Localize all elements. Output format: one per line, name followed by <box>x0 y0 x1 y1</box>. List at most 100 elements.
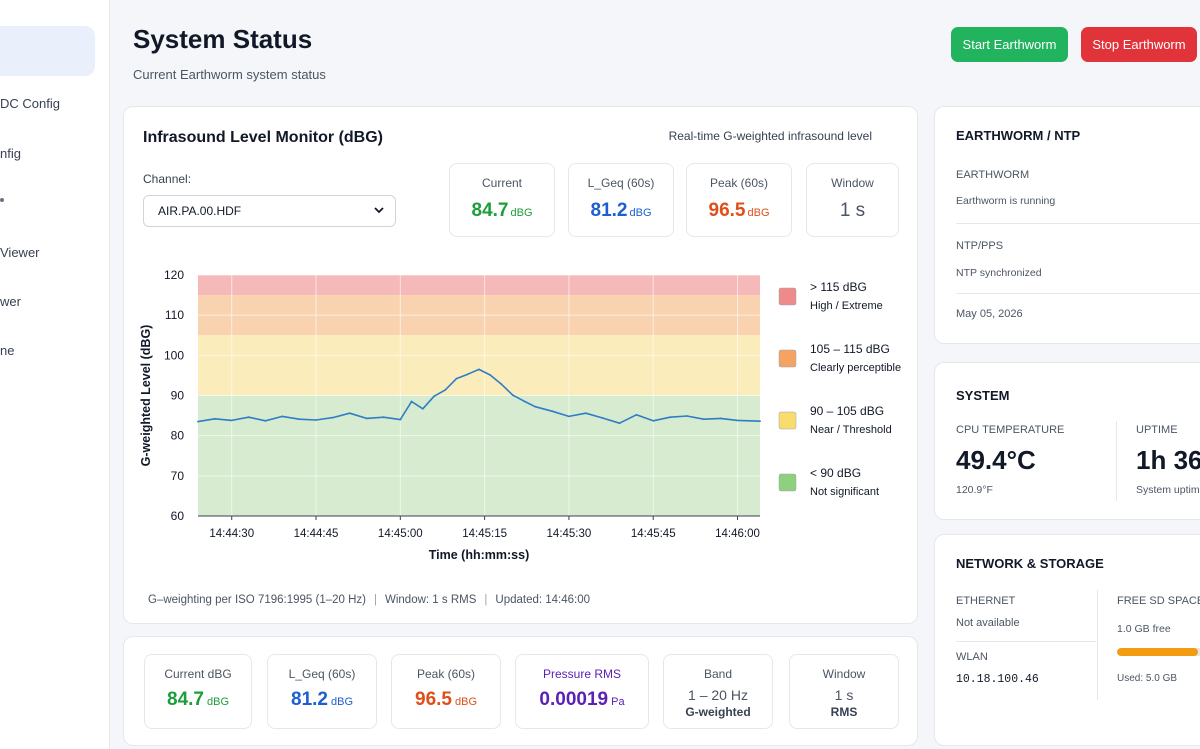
ntp-label: NTP/PPS <box>956 240 1004 252</box>
metric-label: Current dBG <box>164 667 232 681</box>
sidebar-item-label: ne <box>0 343 15 358</box>
metric-value: 81.2 dBG <box>291 689 353 710</box>
metric-value: 84.7 dBG <box>167 689 229 710</box>
sd-used: Used: 5.0 GB <box>1117 673 1178 684</box>
wlan-label: WLAN <box>956 651 988 663</box>
channel-select[interactable]: AIR.PA.00.HDF <box>143 195 396 227</box>
channel-select-value: AIR.PA.00.HDF <box>158 204 242 218</box>
legend-swatch <box>778 287 797 306</box>
system-card: SYSTEM CPU TEMPERATURE 49.4°C 120.9°F UP… <box>934 362 1200 520</box>
metric-label: Peak (60s) <box>416 667 476 681</box>
metric-current: Current dBG 84.7 dBG <box>144 654 252 729</box>
sidebar-item-label: nfig <box>0 146 21 161</box>
network-storage-card: NETWORK & STORAGE ETHERNET Not available… <box>934 534 1200 746</box>
sidebar-item-wer[interactable]: wer <box>0 294 21 309</box>
stat-value: 1 s <box>839 200 866 221</box>
legend-swatch <box>778 411 797 430</box>
stat-value: 96.5 dBG <box>708 200 770 221</box>
legend-desc: Near / Threshold <box>810 424 892 436</box>
legend-swatch <box>778 473 797 492</box>
sidebar-item-label: Viewer <box>0 245 40 260</box>
sidebar-item-config[interactable]: nfig <box>0 146 21 161</box>
stat-label: Peak (60s) <box>709 176 769 190</box>
data-point <box>652 419 655 422</box>
data-point <box>365 417 368 420</box>
sidebar-item-active[interactable] <box>0 26 95 76</box>
earthworm-ntp-title: EARTHWORM / NTP <box>956 128 1081 143</box>
page-subtitle: Current Earthworm system status <box>133 67 326 82</box>
stat-label: L_Geq (60s) <box>587 176 655 190</box>
data-point <box>399 418 402 421</box>
data-point <box>247 416 250 419</box>
legend-desc: High / Extreme <box>810 300 883 312</box>
sd-usage-bar <box>1117 648 1200 656</box>
metric-lgeq: L_Geq (60s) 81.2 dBG <box>267 654 377 729</box>
stat-value: 81.2 dBG <box>590 200 652 221</box>
legend-desc: Not significant <box>810 486 879 498</box>
chevron-down-icon <box>374 207 384 214</box>
ethernet-label: ETHERNET <box>956 595 1016 607</box>
infrasound-monitor-card: Infrasound Level Monitor (dBG) Real-time… <box>123 106 918 624</box>
wlan-value: 10.18.100.46 <box>956 673 1039 686</box>
x-tick-label: 14:46:00 <box>715 528 760 540</box>
page-title: System Status <box>133 24 313 54</box>
x-axis-label: Time (hh:mm:ss) <box>429 548 529 562</box>
stat-peak: Peak (60s) 96.5 dBG <box>686 163 792 237</box>
sidebar-item-label: DC Config <box>0 96 60 111</box>
sidebar-item-label: wer <box>0 294 21 309</box>
data-point <box>444 388 447 391</box>
data-point <box>534 405 537 408</box>
earthworm-ntp-card: EARTHWORM / NTP EARTHWORM Earthworm is r… <box>934 106 1200 344</box>
data-point <box>213 417 216 420</box>
start-earthworm-button[interactable]: Start Earthworm <box>951 27 1068 62</box>
series-line <box>197 368 761 424</box>
sidebar-item-dc-config[interactable]: DC Config <box>0 96 60 111</box>
sidebar-item-viewer[interactable]: Viewer <box>0 245 40 260</box>
data-point <box>635 413 638 416</box>
data-point <box>686 415 688 417</box>
y-axis-label: G-weighted Level (dBG) <box>139 325 153 467</box>
sidebar: DC Config nfig Viewer wer ne <box>0 0 110 749</box>
updated-note: Updated: 14:46:00 <box>495 594 591 606</box>
data-point <box>500 383 503 386</box>
y-tick-label: 110 <box>165 308 184 322</box>
metric-value: 1 – 20 Hz <box>688 687 748 703</box>
data-point <box>331 416 334 419</box>
earthworm-status: Earthworm is running <box>956 195 1056 207</box>
sidebar-item-ne[interactable]: ne <box>0 343 14 358</box>
sd-space-value: 1.0 GB free <box>1117 623 1171 635</box>
metric-value: 96.5 dBG <box>415 689 477 710</box>
y-tick-label: 90 <box>171 389 185 403</box>
stat-window: Window 1 s <box>806 163 899 237</box>
stat-value: 84.7 dBG <box>471 200 533 221</box>
x-tick-label: 14:45:30 <box>547 528 592 540</box>
metrics-card: Current dBG 84.7 dBG L_Geq (60s) 81.2 dBG … <box>123 636 918 746</box>
network-title: NETWORK & STORAGE <box>956 556 1104 571</box>
sd-usage-fill <box>1117 648 1199 656</box>
cpu-temp-label: CPU TEMPERATURE <box>956 424 1065 436</box>
metric-sub: G-weighted <box>685 705 751 719</box>
legend-swatch <box>778 349 797 368</box>
metric-label: Window <box>822 667 866 681</box>
data-point <box>702 418 705 421</box>
data-point <box>523 400 525 403</box>
metric-label: Band <box>703 667 733 681</box>
data-point <box>433 395 435 398</box>
data-point <box>511 394 514 396</box>
metric-label: L_Geq (60s) <box>288 667 356 681</box>
metric-value: 0.00019 Pa <box>539 689 625 710</box>
data-point <box>264 419 267 422</box>
y-tick-label: 60 <box>171 509 185 523</box>
data-point <box>489 374 492 376</box>
legend-label: 90 – 105 dBG <box>810 404 884 418</box>
x-tick-label: 14:45:00 <box>378 528 423 540</box>
divider <box>956 223 1200 224</box>
stat-current: Current 84.7 dBG <box>449 163 555 237</box>
weighting-note: G–weighting per ISO 7196:1995 (1–20 Hz) <box>148 594 366 606</box>
x-tick-label: 14:45:15 <box>462 528 507 540</box>
stop-earthworm-button[interactable]: Stop Earthworm <box>1081 27 1197 62</box>
data-point <box>410 400 413 403</box>
divider <box>1097 590 1098 700</box>
chart-band <box>198 275 760 296</box>
legend-desc: Clearly perceptible <box>810 362 901 374</box>
